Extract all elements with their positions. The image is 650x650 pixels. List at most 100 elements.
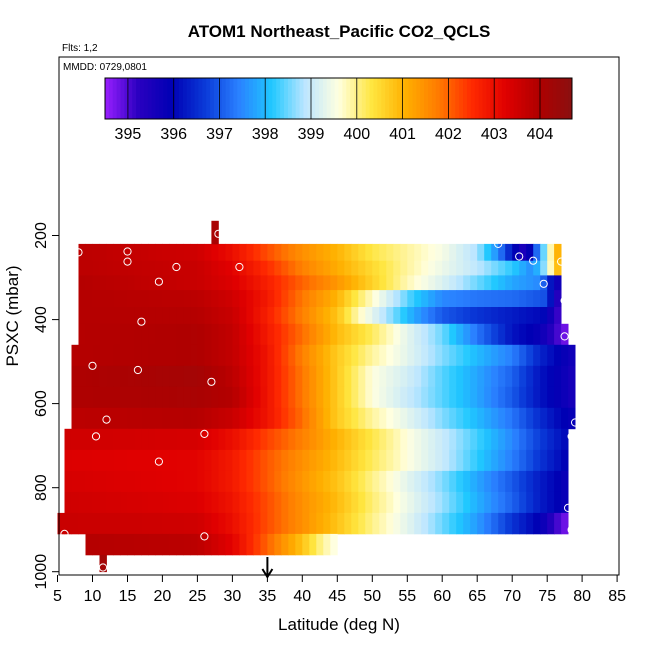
heatmap-cell (540, 470, 548, 493)
heatmap-cell (99, 307, 107, 325)
heatmap-cell (78, 260, 86, 276)
heatmap-cell (225, 260, 233, 276)
heatmap-cell (561, 323, 569, 346)
heatmap-cell (484, 470, 492, 493)
heatmap-cell (414, 275, 422, 291)
heatmap-cell (302, 533, 310, 556)
heatmap-cell (491, 275, 499, 291)
heatmap-cell (176, 290, 184, 308)
heatmap-cell (477, 449, 485, 472)
heatmap-cell (477, 491, 485, 514)
heatmap-cell (337, 275, 345, 291)
heatmap-cell (71, 449, 79, 472)
heatmap-cell (400, 386, 408, 409)
heatmap-cell (176, 344, 184, 367)
heatmap-cell (344, 260, 352, 276)
heatmap-cell (141, 470, 149, 493)
heatmap-cell (498, 428, 506, 451)
heatmap-cell (358, 512, 366, 535)
heatmap-cell (498, 290, 506, 308)
heatmap-cell (162, 243, 170, 262)
heatmap-cell (225, 533, 233, 556)
heatmap-cell (379, 260, 387, 276)
heatmap-cell (162, 290, 170, 308)
heatmap-cell (218, 449, 226, 472)
y-tick-label: 600 (33, 390, 50, 417)
heatmap-cell (456, 470, 464, 493)
heatmap-cell (183, 344, 191, 367)
heatmap-cell (414, 470, 422, 493)
heatmap-cell (302, 428, 310, 451)
sample-marker (98, 563, 108, 572)
heatmap-cell (337, 470, 345, 493)
heatmap-cell (190, 290, 198, 308)
heatmap-cell (197, 470, 205, 493)
heatmap-cell (344, 428, 352, 451)
heatmap-cell (330, 365, 338, 388)
heatmap-cell (421, 470, 429, 493)
heatmap-cell (274, 386, 282, 409)
heatmap-cell (456, 491, 464, 514)
heatmap-cell (505, 290, 513, 308)
heatmap-cell (330, 533, 338, 556)
colorbar-swatch (190, 78, 196, 119)
heatmap-cell (204, 365, 212, 388)
colorbar-tick-label: 396 (160, 126, 187, 143)
heatmap-cell (463, 344, 471, 367)
heatmap-cell (127, 533, 135, 556)
heatmap-cell (449, 491, 457, 514)
heatmap-cell (554, 512, 562, 535)
heatmap-cell (442, 512, 450, 535)
heatmap-cell (295, 428, 303, 451)
sample-marker (133, 365, 142, 375)
heatmap-cell (113, 243, 121, 262)
colorbar-swatch (373, 78, 378, 119)
heatmap-cell (218, 323, 226, 346)
heatmap-cell (365, 344, 373, 367)
colorbar-swatch (159, 78, 164, 119)
colorbar-swatch (560, 78, 565, 119)
colorbar-swatch (319, 78, 324, 119)
heatmap-cell (232, 275, 240, 291)
heatmap-cell (393, 307, 401, 325)
y-axis: 200 400 600 800 1000 (33, 222, 60, 589)
heatmap-cell (393, 344, 401, 367)
colorbar-swatch (268, 78, 273, 119)
heatmap-cell (505, 243, 513, 262)
mmdd-note: MMDD: 0729,0801 (63, 62, 147, 73)
heatmap-cell (400, 512, 408, 535)
y-tick-label: 800 (33, 474, 50, 501)
heatmap-cell (351, 307, 359, 325)
heatmap-cell (393, 491, 401, 514)
heatmap-cell (253, 260, 261, 276)
heatmap-cell (456, 512, 464, 535)
heatmap-cell (225, 512, 233, 535)
heatmap-cell (330, 407, 338, 430)
heatmap-cell (547, 428, 555, 451)
heatmap-cell (498, 344, 506, 367)
heatmap-cell (316, 512, 324, 535)
heatmap-cell (372, 307, 380, 325)
heatmap-cell (491, 344, 499, 367)
heatmap-cell (134, 290, 142, 308)
heatmap-cell (442, 407, 450, 430)
heatmap-cell (295, 307, 303, 325)
heatmap-cell (197, 260, 205, 276)
heatmap-cell (309, 365, 317, 388)
heatmap-cell (78, 428, 86, 451)
heatmap-cell (442, 491, 450, 514)
colorbar-swatch (140, 78, 145, 119)
sample-marker (60, 529, 69, 539)
sample-marker (154, 457, 163, 466)
heatmap-cell (323, 512, 331, 535)
heatmap-cell (92, 290, 100, 308)
heatmap-cell (274, 260, 282, 276)
colorbar-tick-label: 402 (435, 126, 462, 143)
x-tick-label: 15 (119, 588, 137, 605)
heatmap-cell (351, 260, 359, 276)
heatmap-cell (127, 428, 135, 451)
colorbar-swatch (132, 78, 137, 119)
heatmap-cell (239, 365, 247, 388)
heatmap-cell (169, 407, 177, 430)
heatmap-cell (141, 491, 149, 514)
